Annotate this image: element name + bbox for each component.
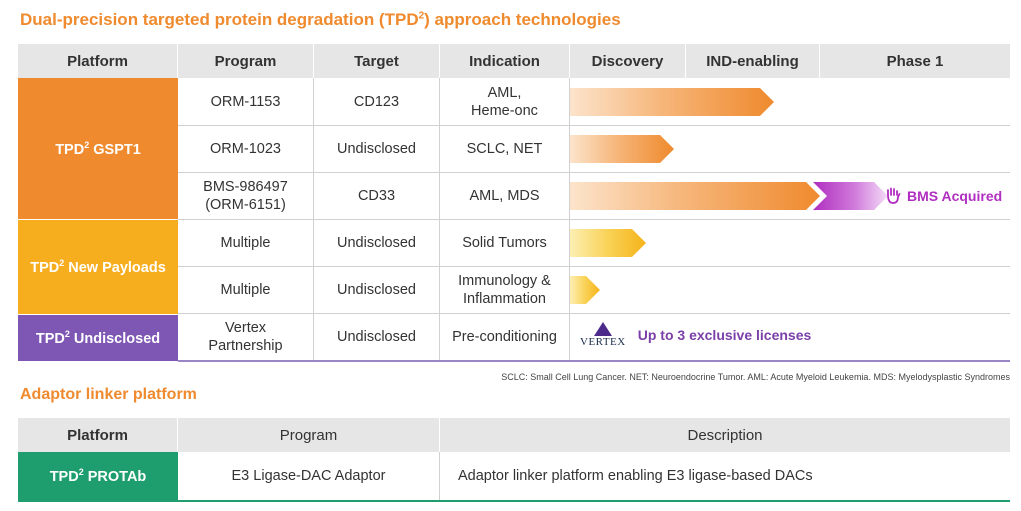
indication-cell: Pre-conditioning: [440, 313, 570, 360]
header-target: Target: [314, 44, 440, 78]
target-cell: Undisclosed: [314, 125, 440, 172]
header-indication: Indication: [440, 44, 570, 78]
bms-acquired-badge: BMS Acquired: [885, 187, 1002, 205]
page-title: Dual-precision targeted protein degradat…: [20, 10, 621, 29]
indication-cell: SCLC, NET: [440, 125, 570, 172]
program-cell: Multiple: [178, 266, 314, 313]
adaptor-title: Adaptor linker platform: [20, 386, 197, 403]
progress-bar-orm-1153: [570, 88, 774, 116]
target-cell: Undisclosed: [314, 313, 440, 360]
indication-cell: AML, Heme-onc: [440, 78, 570, 125]
target-cell: CD33: [314, 172, 440, 219]
platform-protab: TPD2 PROTAb: [18, 452, 178, 500]
indication-cell: AML, MDS: [440, 172, 570, 219]
indication-cell: Immunology & Inflammation: [440, 266, 570, 313]
header-ind-enabling: IND-enabling: [686, 44, 820, 78]
target-cell: Undisclosed: [314, 219, 440, 266]
header-program: Program: [178, 44, 314, 78]
target-cell: Undisclosed: [314, 266, 440, 313]
adaptor-header-platform: Platform: [18, 418, 178, 452]
indication-cell: Solid Tumors: [440, 219, 570, 266]
progress-bar-immunology: [570, 276, 600, 304]
footnote: SCLC: Small Cell Lung Cancer. NET: Neuro…: [501, 372, 1010, 382]
header-platform: Platform: [18, 44, 178, 78]
hand-icon: [887, 187, 901, 204]
vertex-triangle-icon: [593, 322, 612, 336]
platform-undisclosed: TPD2 Undisclosed: [18, 314, 178, 361]
progress-bar-bms-986497: [570, 182, 820, 210]
header-phase-1: Phase 1: [820, 44, 1010, 78]
target-cell: CD123: [314, 78, 440, 125]
platform-gspt1: TPD2 GSPT1: [18, 78, 178, 219]
adaptor-program-cell: E3 Ligase-DAC Adaptor: [178, 452, 440, 500]
adaptor-header-description: Description: [440, 418, 1010, 452]
adaptor-description-cell: Adaptor linker platform enabling E3 liga…: [458, 468, 813, 484]
vertex-logo: VERTEX: [580, 322, 626, 348]
program-cell: Multiple: [178, 219, 314, 266]
program-cell: ORM-1153: [178, 78, 314, 125]
header-discovery: Discovery: [570, 44, 686, 78]
adaptor-header-program: Program: [178, 418, 440, 452]
progress-bar-solid-tumors: [570, 229, 646, 257]
progress-bar-orm-1023: [570, 135, 674, 163]
program-cell: Vertex Partnership: [178, 313, 314, 360]
vertex-partnership: VERTEX Up to 3 exclusive licenses: [580, 322, 811, 348]
program-cell: ORM-1023: [178, 125, 314, 172]
platform-new-payloads: TPD2 New Payloads: [18, 219, 178, 314]
program-cell: BMS-986497 (ORM-6151): [178, 172, 314, 219]
bms-acquired-arrow: [813, 182, 888, 210]
vertex-licenses-label: Up to 3 exclusive licenses: [637, 327, 812, 343]
